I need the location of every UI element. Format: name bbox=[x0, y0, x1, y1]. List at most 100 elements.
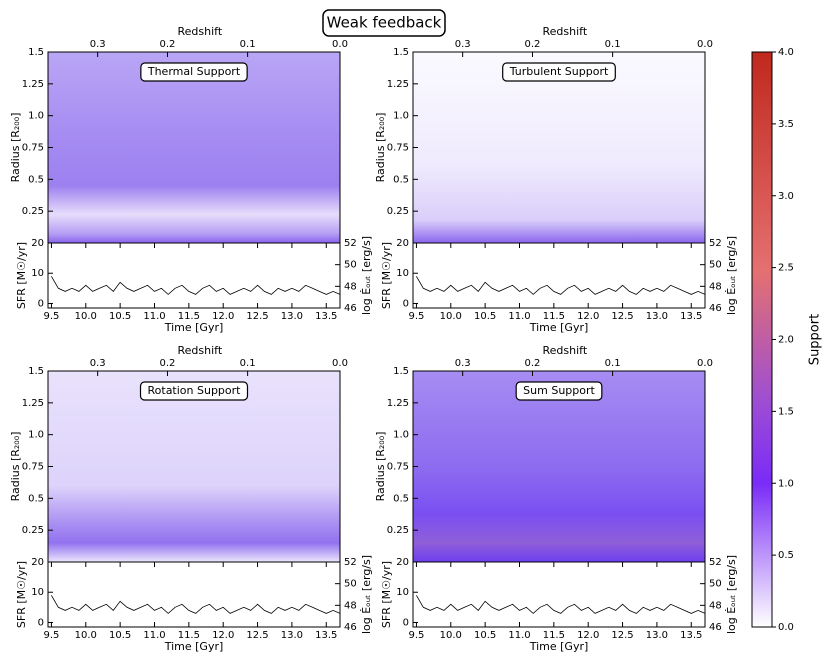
annotation-box bbox=[139, 381, 249, 401]
x-tick-label: 9.5 bbox=[408, 311, 424, 322]
redshift-tick-label: 0.3 bbox=[90, 358, 106, 369]
annotation: Thermal Support bbox=[147, 65, 241, 78]
x-tick-label: 13.5 bbox=[680, 630, 702, 641]
sfr-y-tick-label: 20 bbox=[396, 238, 409, 249]
sfr-y2-tick-label: 48 bbox=[709, 600, 722, 611]
sfr-y-label: SFR [M☉/yr] bbox=[15, 242, 28, 309]
x-tick-label: 10.5 bbox=[109, 630, 131, 641]
sfr-y-tick-label: 10 bbox=[396, 587, 409, 598]
annotation: Sum Support bbox=[523, 384, 595, 397]
sfr-y-tick-label: 0 bbox=[38, 617, 44, 628]
x-tick-label: 10.0 bbox=[75, 630, 97, 641]
redshift-tick-label: 0.2 bbox=[160, 39, 176, 50]
y-tick-label: 1.0 bbox=[28, 111, 44, 122]
sfr-y-tick-label: 10 bbox=[31, 587, 44, 598]
y-tick-label: 0.75 bbox=[22, 462, 44, 473]
heatmap bbox=[413, 52, 705, 243]
sfr-y2-label: log Ėₒᵤₜ [erg/s] bbox=[725, 555, 738, 634]
y-tick-label: 1.25 bbox=[387, 398, 409, 409]
x-tick-label: 13.5 bbox=[680, 311, 702, 322]
x-tick-label: 12.5 bbox=[611, 630, 633, 641]
x-tick-label: 11.0 bbox=[143, 311, 165, 322]
title-box bbox=[322, 9, 446, 37]
sfr-line bbox=[416, 276, 706, 295]
sfr-y-label: SFR [M☉/yr] bbox=[15, 561, 28, 628]
sfr-y-tick-label: 0 bbox=[403, 298, 409, 309]
x-tick-label: 13.5 bbox=[315, 630, 337, 641]
y-axis-label: Radius [R₂₀₀] bbox=[9, 113, 22, 183]
redshift-tick-label: 0.3 bbox=[90, 39, 106, 50]
y-tick-label: 1.25 bbox=[22, 79, 44, 90]
heatmap bbox=[48, 371, 340, 562]
sfr-frame bbox=[412, 561, 706, 628]
redshift-label: Redshift bbox=[543, 25, 588, 38]
y-tick-label: 1.0 bbox=[28, 430, 44, 441]
colorbar-tick-label: 0.0 bbox=[778, 622, 794, 633]
x-tick-label: 11.5 bbox=[178, 630, 200, 641]
annotation: Rotation Support bbox=[148, 384, 242, 397]
x-tick-label: 11.5 bbox=[543, 311, 565, 322]
redshift-tick-label: 0.2 bbox=[160, 358, 176, 369]
sfr-y2-tick-label: 46 bbox=[709, 622, 722, 633]
x-tick-label: 10.0 bbox=[75, 311, 97, 322]
y-tick-label: 1.25 bbox=[22, 398, 44, 409]
colorbar-label: Support bbox=[808, 314, 823, 365]
x-tick-label: 9.5 bbox=[43, 630, 59, 641]
x-tick-label: 13.0 bbox=[281, 311, 303, 322]
y-tick-label: 1.5 bbox=[393, 47, 409, 58]
redshift-tick-label: 0.0 bbox=[332, 358, 348, 369]
redshift-tick-label: 0.0 bbox=[697, 39, 713, 50]
annotation: Turbulent Support bbox=[509, 65, 609, 78]
y-axis-label: Radius [R₂₀₀] bbox=[374, 432, 387, 502]
sfr-y-tick-label: 20 bbox=[396, 557, 409, 568]
x-tick-label: 10.0 bbox=[440, 630, 462, 641]
sfr-y-label: SFR [M☉/yr] bbox=[380, 561, 393, 628]
x-tick-label: 13.5 bbox=[315, 311, 337, 322]
heatmap bbox=[48, 52, 340, 243]
sfr-y2-label: log Ėₒᵤₜ [erg/s] bbox=[360, 236, 373, 315]
y-tick-label: 0.5 bbox=[393, 174, 409, 185]
sfr-y2-tick-label: 48 bbox=[344, 281, 357, 292]
sfr-y2-tick-label: 46 bbox=[344, 622, 357, 633]
redshift-tick-label: 0.3 bbox=[455, 358, 471, 369]
colorbar-tick-label: 3.0 bbox=[778, 191, 794, 202]
y-tick-label: 0.75 bbox=[387, 143, 409, 154]
sfr-line bbox=[51, 276, 341, 295]
x-tick-label: 11.0 bbox=[143, 630, 165, 641]
sfr-y2-tick-label: 46 bbox=[344, 303, 357, 314]
y-tick-label: 0.25 bbox=[387, 525, 409, 536]
y-tick-label: 0.5 bbox=[28, 493, 44, 504]
y-axis-label: Radius [R₂₀₀] bbox=[374, 113, 387, 183]
sfr-frame bbox=[47, 242, 341, 309]
y-tick-label: 1.0 bbox=[393, 111, 409, 122]
redshift-label: Redshift bbox=[178, 25, 223, 38]
x-tick-label: 12.0 bbox=[577, 630, 599, 641]
x-tick-label: 12.5 bbox=[611, 311, 633, 322]
y-tick-label: 1.5 bbox=[28, 47, 44, 58]
redshift-tick-label: 0.1 bbox=[240, 39, 256, 50]
heatmap bbox=[413, 371, 705, 562]
sfr-y2-tick-label: 52 bbox=[709, 557, 722, 568]
x-axis-label: Time [Gyr] bbox=[164, 640, 224, 653]
x-tick-label: 13.0 bbox=[646, 311, 668, 322]
sfr-y2-tick-label: 52 bbox=[709, 238, 722, 249]
redshift-tick-label: 0.0 bbox=[697, 358, 713, 369]
redshift-tick-label: 0.1 bbox=[240, 358, 256, 369]
x-tick-label: 9.5 bbox=[408, 630, 424, 641]
colorbar-tick-label: 0.5 bbox=[778, 550, 794, 561]
redshift-tick-label: 0.3 bbox=[455, 39, 471, 50]
x-tick-label: 12.5 bbox=[246, 311, 268, 322]
sfr-y2-tick-label: 50 bbox=[344, 260, 357, 271]
sfr-y-tick-label: 20 bbox=[31, 238, 44, 249]
y-tick-label: 0.25 bbox=[22, 525, 44, 536]
x-tick-label: 10.5 bbox=[474, 311, 496, 322]
x-tick-label: 12.0 bbox=[212, 311, 234, 322]
y-tick-label: 1.25 bbox=[387, 79, 409, 90]
colorbar-tick-label: 3.5 bbox=[778, 119, 794, 130]
sfr-y2-tick-label: 52 bbox=[344, 557, 357, 568]
sfr-y2-tick-label: 50 bbox=[709, 260, 722, 271]
sfr-frame bbox=[47, 561, 341, 628]
x-tick-label: 11.5 bbox=[178, 311, 200, 322]
sfr-y2-tick-label: 52 bbox=[344, 238, 357, 249]
